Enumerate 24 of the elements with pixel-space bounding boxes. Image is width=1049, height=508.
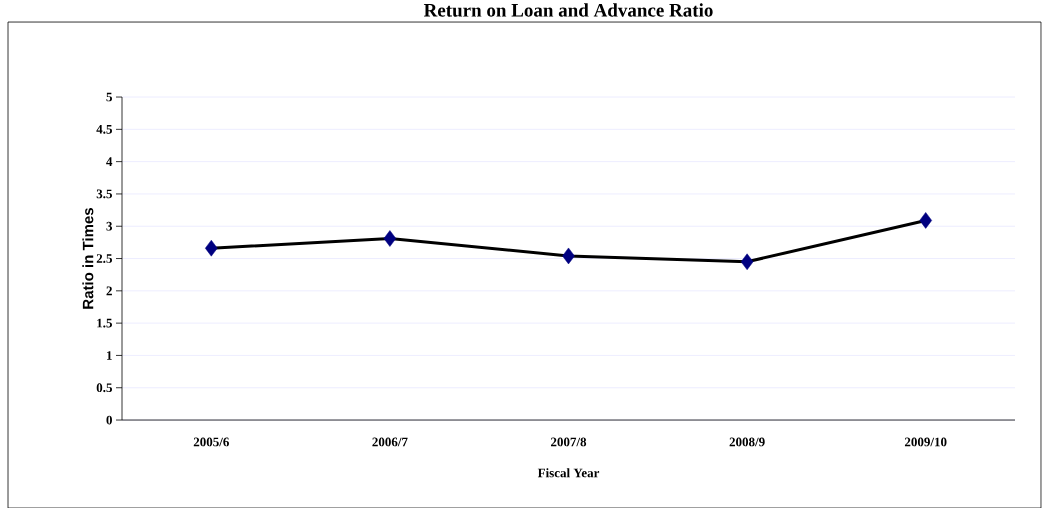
y-tick-label: 4.5 bbox=[96, 124, 112, 134]
y-tick-label: 1.5 bbox=[97, 318, 112, 328]
y-tick-label: 2 bbox=[106, 286, 112, 295]
y-tick-label: 3.5 bbox=[96, 189, 112, 199]
y-tick-label: 4 bbox=[106, 157, 113, 166]
y-axis-title: Ratio in Times bbox=[82, 207, 94, 309]
x-tick-label: 2008/9 bbox=[729, 437, 765, 447]
x-axis-title: Fiscal Year bbox=[537, 467, 600, 478]
y-tick-label: 0.5 bbox=[96, 383, 112, 392]
y-tick-label: 1 bbox=[107, 350, 112, 360]
point bbox=[919, 211, 932, 229]
x-tick-label: 2009/10 bbox=[904, 437, 947, 447]
chart-title: Return on Loan and Advance Ratio bbox=[423, 3, 713, 17]
point bbox=[562, 247, 575, 264]
point bbox=[383, 230, 397, 247]
y-tick-label: 2.5 bbox=[96, 253, 112, 263]
y-tick-label: 0 bbox=[106, 415, 112, 425]
x-tick-label: 2007/8 bbox=[551, 437, 587, 447]
point bbox=[740, 253, 754, 270]
y-tick-label: 5 bbox=[106, 92, 112, 102]
point bbox=[205, 239, 218, 257]
y-tick-label: 3 bbox=[106, 221, 113, 231]
x-tick-label: 2006/7 bbox=[372, 437, 408, 447]
x-tick-label: 2005/6 bbox=[193, 437, 229, 447]
